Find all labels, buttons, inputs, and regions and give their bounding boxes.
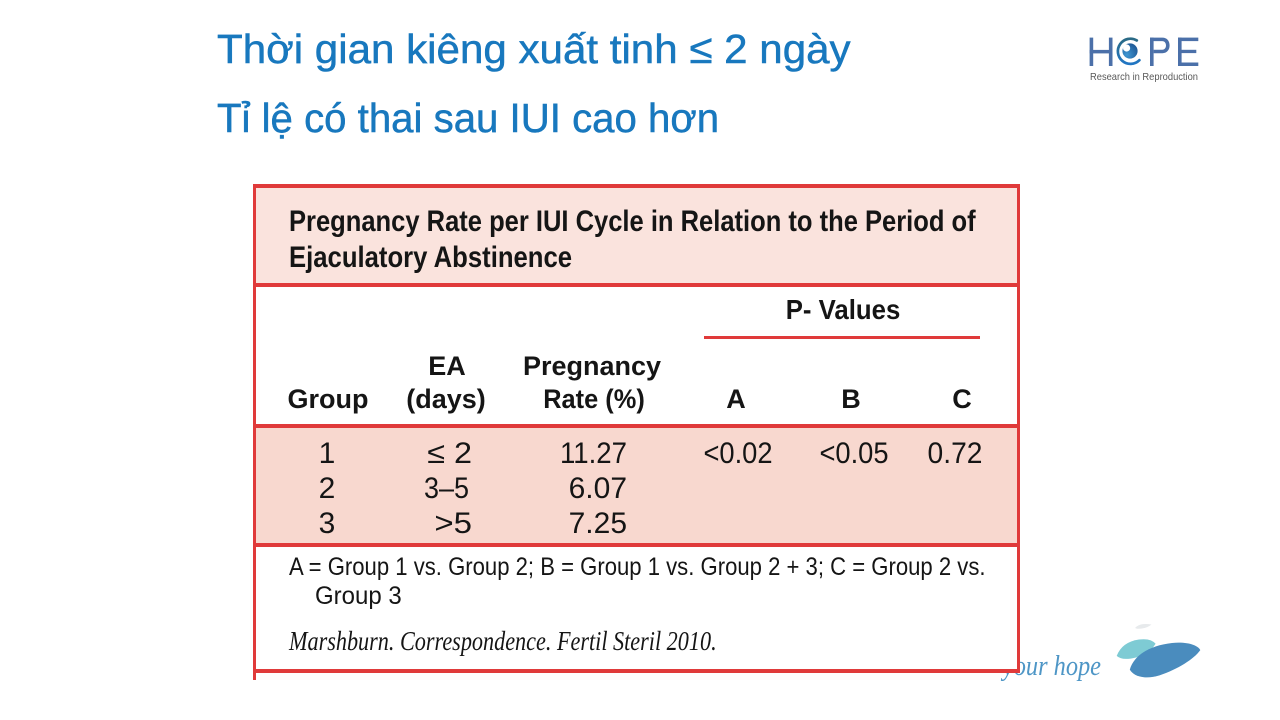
svg-text:Research in Reproduction: Research in Reproduction	[1090, 71, 1198, 83]
